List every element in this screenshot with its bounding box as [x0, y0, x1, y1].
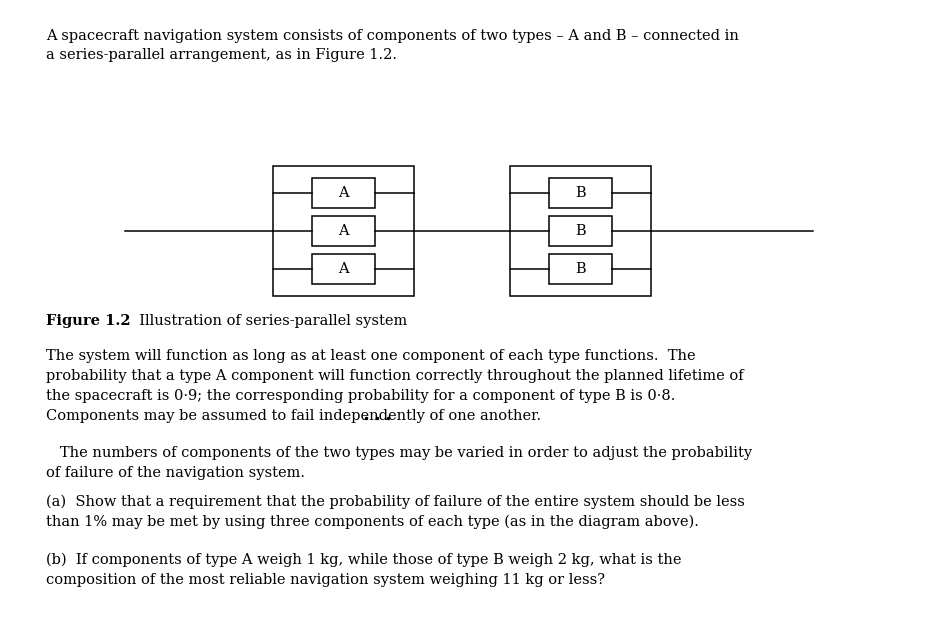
Text: (b)  If components of type A weigh 1 kg, while those of type B weigh 2 kg, what : (b) If components of type A weigh 1 kg, … [46, 553, 681, 587]
Text: (a)  Show that a requirement that the probability of failure of the entire syste: (a) Show that a requirement that the pro… [46, 494, 744, 530]
Text: B: B [575, 262, 585, 276]
Text: The numbers of components of the two types may be varied in order to adjust the : The numbers of components of the two typ… [46, 446, 751, 480]
Bar [312, 178, 375, 208]
Bar [312, 216, 375, 246]
Text: Figure 1.2: Figure 1.2 [46, 314, 130, 328]
Text: A spacecraft navigation system consists of components of two types – A and B – c: A spacecraft navigation system consists … [46, 28, 738, 62]
Text: A: A [338, 224, 348, 238]
Bar [312, 253, 375, 284]
Text: A: A [338, 262, 348, 276]
Text: B: B [575, 224, 585, 238]
Text: The system will function as long as at least one component of each type function: The system will function as long as at l… [46, 349, 743, 423]
Bar [510, 166, 650, 296]
Bar [548, 216, 612, 246]
Bar [548, 178, 612, 208]
Text: Illustration of series-parallel system: Illustration of series-parallel system [129, 314, 407, 328]
Text: A: A [338, 186, 348, 200]
Text: B: B [575, 186, 585, 200]
Bar [548, 253, 612, 284]
Bar [273, 166, 413, 296]
